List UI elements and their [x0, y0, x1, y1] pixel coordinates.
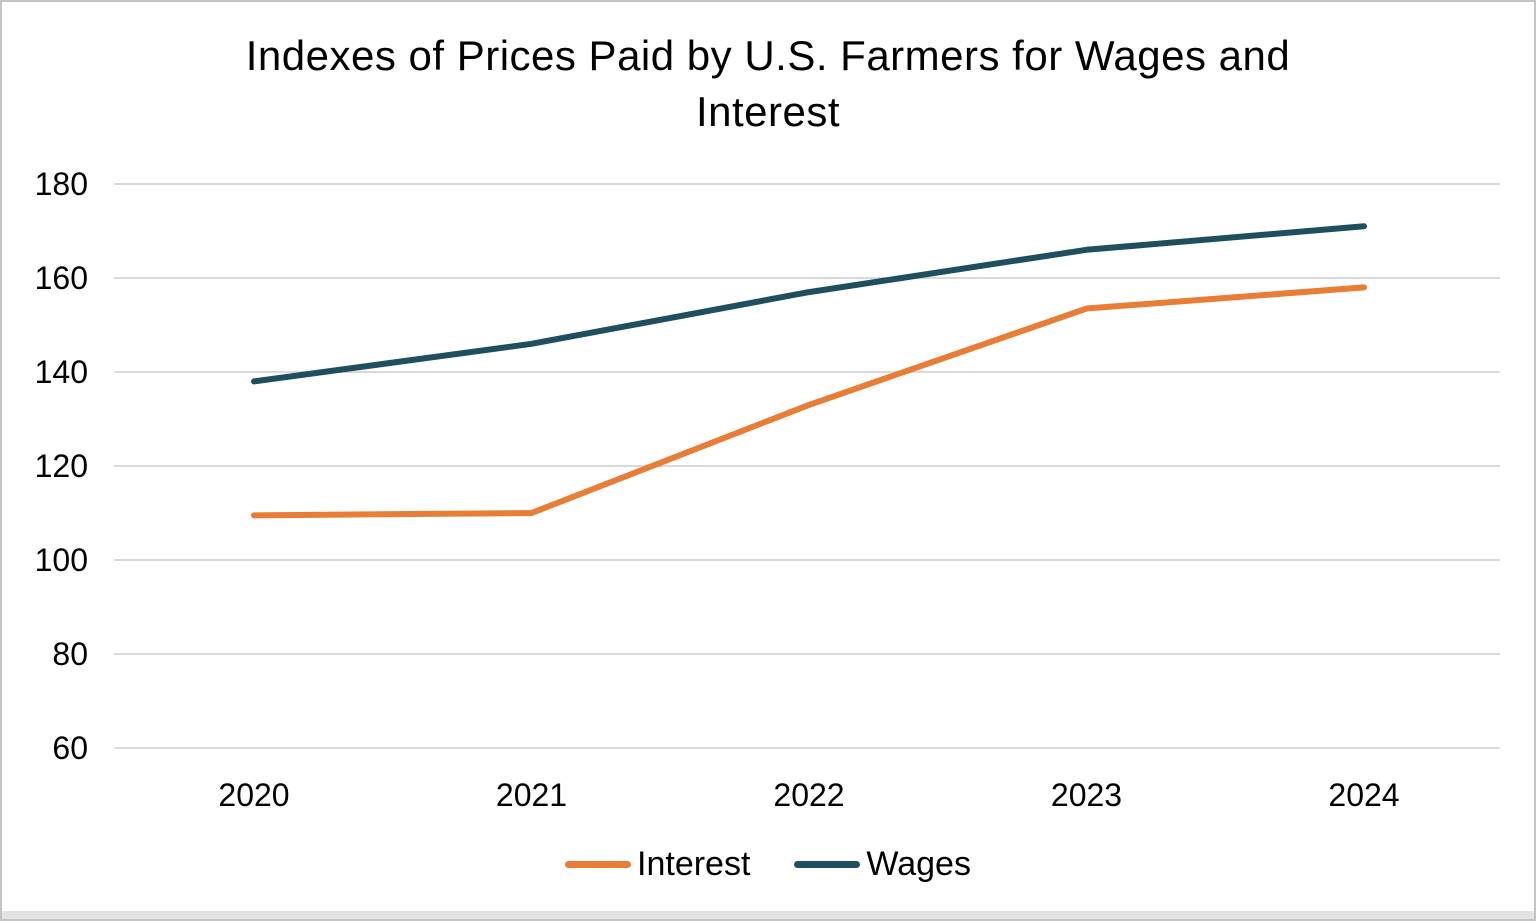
- y-tick-label: 120: [35, 448, 88, 484]
- legend-swatch-interest: [565, 860, 632, 868]
- series-line-interest: [251, 284, 1367, 519]
- y-tick-label: 160: [35, 260, 88, 296]
- x-tick-label: 2020: [218, 777, 289, 813]
- legend-item-interest: Interest: [565, 847, 750, 881]
- legend-swatch-wages: [794, 860, 861, 868]
- legend-item-wages: Wages: [794, 847, 971, 881]
- y-tick-label: 140: [35, 354, 88, 390]
- x-tick-label: 2024: [1328, 777, 1399, 813]
- title-line-2: Interest: [695, 88, 841, 135]
- y-tick-label: 100: [35, 542, 88, 578]
- y-tick-label: 80: [52, 636, 88, 672]
- y-tick-label: 180: [35, 166, 88, 202]
- bottom-border-band: [2, 911, 1534, 919]
- x-tick-label: 2022: [773, 777, 844, 813]
- series-line-wages: [251, 223, 1367, 385]
- y-tick-label: 60: [52, 730, 88, 766]
- legend-label: Interest: [637, 845, 751, 883]
- chart-legend: Interest Wages: [2, 847, 1534, 881]
- title-line-1: Indexes of Prices Paid by U.S. Farmers f…: [245, 32, 1291, 79]
- x-tick-label: 2023: [1051, 777, 1122, 813]
- chart-title: Indexes of Prices Paid by U.S. Farmers f…: [2, 28, 1534, 140]
- x-tick-label: 2021: [496, 777, 567, 813]
- legend-label: Wages: [866, 845, 971, 883]
